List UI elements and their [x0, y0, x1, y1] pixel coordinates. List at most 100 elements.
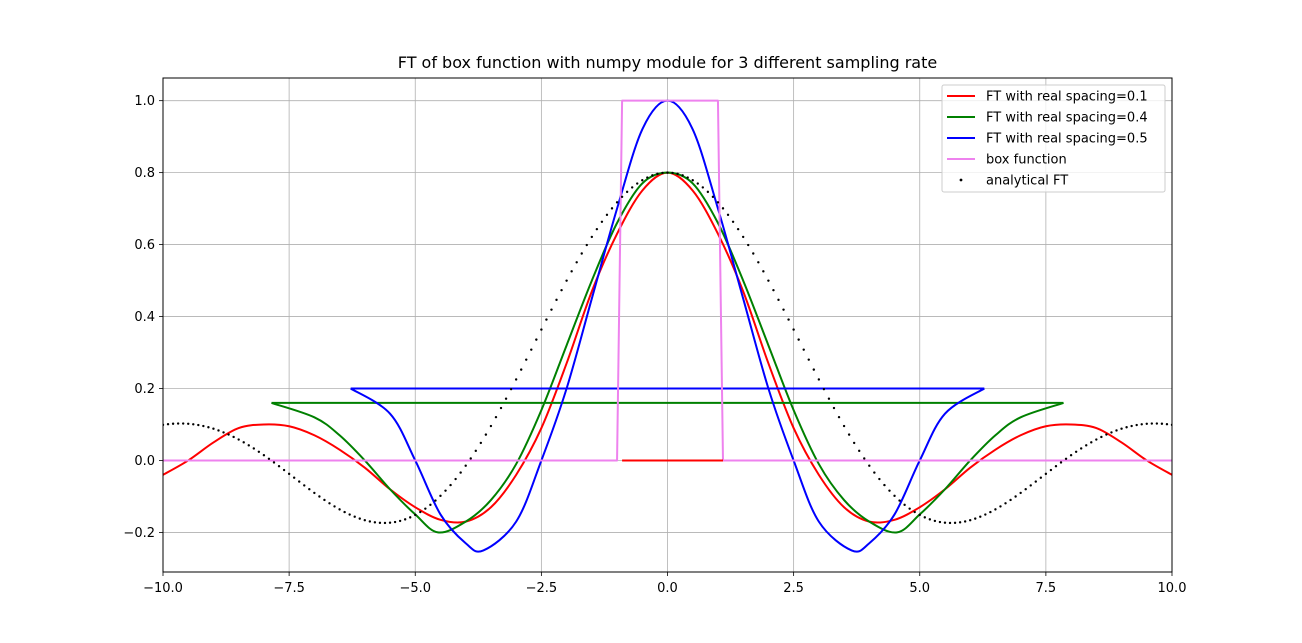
analytical-point	[409, 516, 412, 519]
analytical-point	[166, 422, 170, 426]
analytical-point	[494, 415, 498, 419]
analytical-point	[197, 423, 200, 427]
analytical-point	[1054, 465, 1058, 468]
analytical-point	[787, 318, 790, 321]
analytical-point	[696, 182, 699, 185]
analytical-point	[777, 298, 780, 302]
analytical-point	[802, 348, 805, 351]
analytical-point	[923, 516, 926, 519]
analytical-point	[525, 358, 528, 361]
analytical-point	[1105, 433, 1108, 436]
analytical-point	[691, 179, 694, 182]
legend-box	[941, 84, 1166, 193]
analytical-point	[1155, 422, 1159, 425]
analytical-point	[252, 447, 256, 450]
analytical-point	[474, 449, 477, 453]
analytical-point	[595, 227, 599, 231]
analytical-point	[752, 252, 755, 255]
analytical-point	[620, 195, 624, 199]
analytical-point	[383, 521, 387, 525]
analytical-point	[398, 519, 402, 523]
y-tick-label: 0.8	[134, 166, 155, 181]
analytical-point	[1090, 441, 1093, 444]
analytical-point	[706, 190, 710, 194]
y-tick-label: 1.0	[134, 94, 155, 109]
analytical-point	[535, 338, 538, 341]
x-tick-label: −5.0	[399, 581, 431, 596]
analytical-point	[1029, 484, 1032, 487]
analytical-point	[348, 513, 351, 516]
analytical-point	[1049, 468, 1053, 472]
analytical-point	[646, 176, 649, 179]
analytical-point	[388, 521, 392, 524]
analytical-point	[847, 433, 851, 436]
analytical-point	[1079, 447, 1083, 450]
analytical-point	[812, 368, 816, 371]
analytical-point	[580, 252, 583, 255]
chart-title: FT of box function with numpy module for…	[398, 53, 937, 72]
analytical-point	[736, 227, 740, 231]
analytical-point	[772, 288, 775, 292]
x-tick-label: 0.0	[657, 581, 678, 596]
analytical-point	[731, 220, 735, 223]
analytical-point	[999, 505, 1002, 508]
analytical-point	[1165, 422, 1169, 426]
analytical-point	[1014, 495, 1017, 498]
analytical-point	[333, 505, 336, 508]
analytical-point	[499, 406, 503, 410]
analytical-point	[282, 468, 286, 472]
analytical-point	[484, 433, 488, 436]
analytical-point	[514, 378, 518, 381]
analytical-point	[176, 422, 180, 425]
analytical-point	[625, 190, 629, 194]
analytical-point	[353, 515, 356, 518]
analytical-point	[1069, 454, 1073, 457]
analytical-point	[287, 472, 291, 476]
analytical-point	[590, 235, 594, 239]
analytical-point	[630, 186, 634, 189]
analytical-point	[878, 477, 881, 481]
analytical-point	[555, 298, 558, 302]
analytical-point	[686, 176, 689, 179]
x-tick-label: 5.0	[909, 581, 930, 596]
analytical-point	[343, 510, 346, 514]
analytical-point	[419, 510, 422, 514]
analytical-point	[449, 483, 452, 487]
analytical-point	[1150, 422, 1154, 425]
x-tick-label: −7.5	[273, 581, 305, 596]
y-tick-label: −0.2	[123, 526, 155, 541]
analytical-point	[666, 171, 669, 174]
analytical-point	[434, 499, 437, 502]
analytical-point	[560, 288, 563, 292]
analytical-point	[605, 213, 609, 217]
analytical-point	[984, 513, 987, 516]
analytical-point	[575, 261, 578, 264]
analytical-point	[403, 518, 407, 521]
analytical-point	[272, 461, 276, 464]
analytical-point	[212, 427, 215, 430]
analytical-point	[565, 279, 568, 282]
analytical-point	[711, 195, 715, 199]
analytical-point	[1059, 461, 1063, 464]
analytical-point	[1039, 476, 1043, 479]
analytical-point	[656, 172, 659, 176]
analytical-point	[979, 515, 982, 518]
y-tick-label: 0.4	[134, 310, 155, 325]
analytical-point	[938, 520, 942, 524]
analytical-point	[1085, 444, 1088, 447]
analytical-point	[247, 444, 250, 447]
analytical-point	[1004, 502, 1007, 505]
y-tick-label: 0.6	[134, 238, 155, 253]
analytical-point	[832, 406, 836, 410]
analytical-point	[464, 464, 467, 467]
analytical-point	[242, 441, 245, 444]
analytical-point	[721, 207, 725, 210]
analytical-point	[328, 502, 331, 505]
analytical-point	[262, 454, 266, 457]
analytical-point	[827, 397, 831, 400]
analytical-point	[202, 424, 205, 428]
analytical-point	[504, 397, 508, 400]
x-tick-label: −10.0	[143, 581, 183, 596]
analytical-point	[671, 171, 674, 175]
analytical-point	[257, 450, 261, 453]
